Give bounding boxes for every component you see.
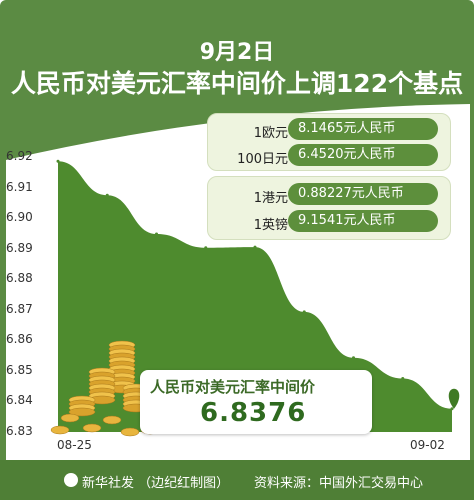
data-point (56, 159, 60, 163)
coin (60, 413, 80, 423)
series-area (58, 161, 452, 432)
coin (50, 425, 70, 435)
rate-label-gbp: 1英镑 (253, 218, 288, 233)
callout-label: 人民币对美元汇率中间价 (150, 378, 316, 396)
title-date: 9月2日 (199, 40, 275, 65)
y-tick-label: 6.88 (6, 271, 33, 286)
coin (102, 415, 122, 425)
y-tick-label: 6.92 (6, 149, 33, 163)
y-tick-label: 6.87 (6, 301, 33, 316)
rate-box-2: 1港元 0.88227元人民币 1英镑 9.1541元人民币 (207, 176, 451, 240)
title-headline: 人民币对美元汇率中间价上调122个基点 (10, 69, 464, 98)
y-tick-label: 6.83 (6, 424, 33, 438)
footer-bar: 新华社发 （边纪红制图） 资料来源：中国外汇交易中心 (0, 460, 474, 500)
rate-label-hkd: 1港元 (253, 191, 288, 206)
area-layer (56, 159, 460, 432)
rate-label-eur: 1欧元 (253, 126, 288, 141)
footer-source: 资料来源：中国外汇交易中心 (254, 476, 424, 491)
data-point (450, 407, 454, 411)
y-tick-label: 6.90 (6, 210, 33, 225)
data-point (401, 377, 405, 381)
current-rate-callout: 人民币对美元汇率中间价 6.8376 (140, 370, 372, 434)
rate-label-jpy: 100日元 (237, 152, 288, 167)
x-tick-start: 08-25 (57, 438, 92, 452)
coin (120, 427, 140, 437)
coins-illustration (50, 340, 160, 437)
data-point (204, 246, 208, 250)
rate-row-eur: 1欧元 8.1465元人民币 (208, 118, 450, 142)
rate-row-gbp: 1英镑 9.1541元人民币 (208, 210, 450, 234)
rate-value-hkd: 0.88227元人民币 (288, 183, 438, 205)
rate-row-jpy: 100日元 6.4520元人民币 (208, 144, 450, 168)
y-tick-label: 6.84 (6, 393, 33, 408)
y-tick-label: 6.86 (6, 332, 33, 347)
coin (68, 407, 96, 417)
y-tick-label: 6.85 (6, 362, 33, 377)
data-point (352, 356, 355, 360)
rate-box-1: 1欧元 8.1465元人民币 100日元 6.4520元人民币 (207, 113, 451, 171)
y-tick-label: 6.89 (6, 240, 33, 255)
rate-value-eur: 8.1465元人民币 (288, 118, 438, 140)
globe-icon (64, 473, 78, 487)
callout-value: 6.8376 (200, 398, 307, 428)
rate-value-jpy: 6.4520元人民币 (288, 144, 438, 166)
x-tick-end: 09-02 (410, 438, 445, 452)
footer-credit: 新华社发 （边纪红制图） (82, 476, 230, 491)
data-point (155, 232, 158, 236)
coin (82, 423, 102, 433)
data-point (105, 193, 109, 197)
y-tick-label: 6.91 (6, 179, 33, 194)
rate-row-hkd: 1港元 0.88227元人民币 (208, 183, 450, 207)
data-point (302, 310, 306, 314)
end-point-marker (448, 388, 460, 409)
data-point (253, 245, 257, 249)
rate-value-gbp: 9.1541元人民币 (288, 210, 438, 232)
